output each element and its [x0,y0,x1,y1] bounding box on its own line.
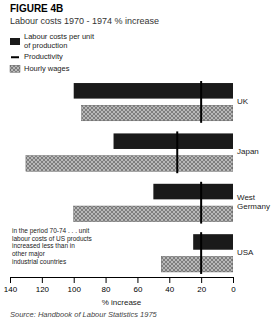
x-tick-label: 40 [165,285,174,294]
x-tick-label: 20 [197,285,206,294]
legend-item: Labour costs per unitof production [10,32,95,50]
x-tick-line [233,277,234,283]
bar [153,184,233,200]
legend-item: Hourly wages [10,64,70,73]
legend-swatch [10,38,20,45]
bar [26,156,233,172]
category-label: UK [237,97,249,106]
category-label: Japan [237,147,259,156]
text-line: UK [237,97,249,106]
text-line: Productivity [24,52,63,61]
productivity-marker [200,81,202,123]
bar [74,83,233,99]
bar [82,105,233,121]
annotation: in the period 70-74 . . . unitlabour cos… [12,227,93,265]
text-line: of production [24,41,67,50]
text-line: industrial countries [12,258,67,265]
bar [74,206,233,222]
x-tick-label: 60 [133,285,142,294]
text-line: in the period 70-74 . . . unit [12,227,90,235]
bar [161,256,233,272]
x-tick-line [137,277,138,283]
x-tick-line [74,277,75,283]
x-tick-label: 0 [231,285,236,294]
x-tick-label: 80 [102,285,111,294]
text-line: Hourly wages [24,64,70,73]
x-tick: 100 [68,277,82,294]
productivity-marker [200,232,202,274]
x-axis: 140 120 100 80 60 40 20 0 [4,277,236,294]
x-tick-line [42,277,43,283]
x-axis-title: % increase [102,298,142,307]
chart: 140 120 100 80 60 40 20 0 UK Japan WestGermany USA F… [0,0,278,321]
x-tick: 20 [197,277,206,294]
x-tick: 80 [102,277,111,294]
chart-container: 140 120 100 80 60 40 20 0 UK Japan WestGermany USA F… [0,0,278,321]
x-tick: 140 [4,277,18,294]
title: FIGURE 4B [10,3,63,14]
x-tick-line [106,277,107,283]
x-tick: 40 [165,277,174,294]
text-line: other major [12,250,46,258]
x-tick: 0 [231,277,236,294]
x-axis-line [11,278,234,284]
legend: Labour costs per unitof production Produc… [10,32,95,73]
text-line: USA [237,248,254,257]
x-tick: 60 [133,277,142,294]
legend-label: Hourly wages [24,64,70,73]
text-line: West [237,193,256,202]
x-tick-line [10,277,11,283]
bar [193,234,233,250]
legend-item: Productivity [11,52,63,61]
x-tick-label: 100 [68,285,82,294]
text-line: increased less than in [12,242,75,249]
source: Source: Handbook of Labour Statistics 19… [10,310,158,319]
bar [114,133,233,149]
x-tick-label: 120 [36,285,50,294]
text-line: Japan [237,147,259,156]
legend-label: Productivity [24,52,63,61]
x-tick-line [201,277,202,283]
productivity-marker [176,131,178,173]
legend-swatch [10,65,20,72]
subtitle: Labour costs 1970 - 1974 % increase [10,16,159,26]
x-tick-label: 140 [4,285,18,294]
productivity-marker [200,182,202,224]
category-label: USA [237,248,254,257]
category-label: WestGermany [237,193,270,211]
legend-swatch [11,56,19,58]
x-tick-line [169,277,170,283]
legend-label: Labour costs per unitof production [24,32,95,50]
text-line: Germany [237,202,270,211]
text-line: labour costs of US products [12,234,93,242]
x-tick: 120 [36,277,50,294]
